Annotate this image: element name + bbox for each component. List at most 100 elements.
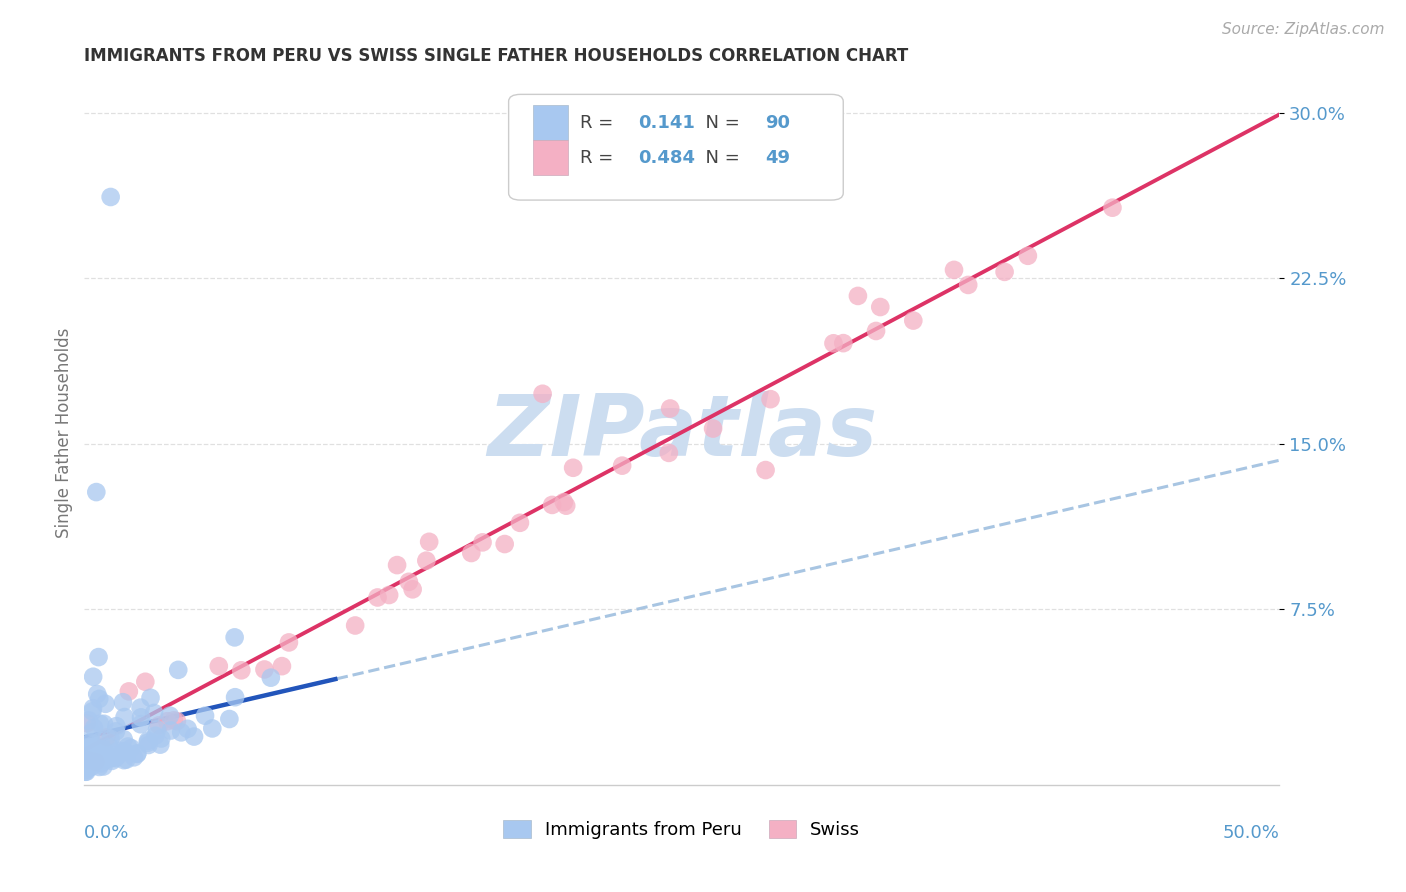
- Point: [903, 313, 925, 327]
- Point: [86, 485, 108, 500]
- Point: [112, 732, 135, 747]
- Point: [994, 265, 1017, 279]
- Point: [104, 724, 127, 739]
- Text: R =: R =: [581, 149, 619, 167]
- FancyBboxPatch shape: [533, 105, 568, 140]
- Point: [111, 695, 134, 709]
- Text: 50.0%: 50.0%: [1223, 823, 1279, 842]
- Text: 0.141: 0.141: [638, 113, 695, 131]
- Point: [134, 674, 156, 689]
- Point: [93, 759, 115, 773]
- Point: [75, 740, 97, 755]
- Point: [93, 743, 115, 757]
- Point: [76, 759, 98, 773]
- Point: [344, 618, 367, 632]
- Point: [77, 740, 100, 755]
- Point: [555, 499, 578, 513]
- Point: [160, 723, 183, 738]
- Point: [87, 650, 110, 665]
- Point: [89, 716, 111, 731]
- Point: [96, 731, 118, 745]
- Point: [80, 735, 103, 749]
- Point: [129, 710, 152, 724]
- Point: [76, 760, 98, 774]
- Point: [231, 663, 253, 677]
- Point: [418, 534, 440, 549]
- Point: [105, 719, 128, 733]
- Point: [103, 750, 125, 764]
- Point: [107, 748, 129, 763]
- Point: [460, 546, 482, 560]
- Point: [823, 336, 845, 351]
- Point: [77, 714, 100, 728]
- Point: [86, 687, 108, 701]
- Point: [93, 716, 115, 731]
- Point: [75, 764, 97, 779]
- FancyBboxPatch shape: [533, 140, 568, 176]
- Point: [101, 754, 124, 768]
- Point: [553, 495, 575, 509]
- Point: [75, 746, 97, 760]
- Point: [163, 714, 186, 728]
- Point: [127, 747, 149, 761]
- Point: [1101, 201, 1123, 215]
- Point: [129, 717, 152, 731]
- Point: [104, 751, 127, 765]
- Point: [378, 588, 401, 602]
- Point: [260, 671, 283, 685]
- Legend: Immigrants from Peru, Swiss: Immigrants from Peru, Swiss: [496, 813, 868, 847]
- Point: [943, 263, 966, 277]
- Point: [159, 708, 181, 723]
- Point: [176, 722, 198, 736]
- Point: [80, 760, 103, 774]
- Point: [148, 718, 170, 732]
- Point: [398, 574, 420, 589]
- Point: [832, 336, 855, 351]
- Point: [156, 714, 179, 729]
- Point: [149, 738, 172, 752]
- Point: [146, 723, 169, 737]
- Point: [702, 421, 724, 435]
- Point: [112, 753, 135, 767]
- Point: [658, 446, 681, 460]
- Point: [82, 756, 104, 771]
- Point: [83, 721, 105, 735]
- Point: [114, 710, 136, 724]
- Point: [75, 764, 97, 779]
- Point: [415, 554, 437, 568]
- Text: Source: ZipAtlas.com: Source: ZipAtlas.com: [1222, 22, 1385, 37]
- Point: [869, 300, 891, 314]
- Point: [83, 737, 105, 751]
- Point: [90, 742, 112, 756]
- Text: N =: N =: [695, 149, 745, 167]
- Point: [755, 463, 778, 477]
- Point: [79, 741, 101, 756]
- Text: 90: 90: [766, 113, 790, 131]
- Point: [117, 739, 139, 754]
- Point: [79, 751, 101, 765]
- Point: [385, 558, 408, 573]
- Point: [82, 670, 104, 684]
- Point: [100, 731, 122, 746]
- Point: [84, 755, 107, 769]
- Point: [87, 755, 110, 769]
- Point: [253, 663, 276, 677]
- FancyBboxPatch shape: [509, 95, 844, 200]
- Point: [509, 516, 531, 530]
- Point: [201, 722, 224, 736]
- Point: [83, 745, 105, 759]
- Point: [90, 753, 112, 767]
- Point: [120, 741, 142, 756]
- Point: [150, 731, 173, 746]
- Point: [89, 760, 111, 774]
- Point: [224, 690, 246, 705]
- Text: R =: R =: [581, 113, 619, 131]
- Point: [139, 690, 162, 705]
- Text: ZIPatlas: ZIPatlas: [486, 391, 877, 475]
- Point: [82, 701, 104, 715]
- Point: [129, 700, 152, 714]
- Point: [98, 739, 121, 754]
- Text: IMMIGRANTS FROM PERU VS SWISS SINGLE FATHER HOUSEHOLDS CORRELATION CHART: IMMIGRANTS FROM PERU VS SWISS SINGLE FAT…: [84, 47, 908, 65]
- Point: [97, 752, 120, 766]
- Point: [89, 734, 111, 748]
